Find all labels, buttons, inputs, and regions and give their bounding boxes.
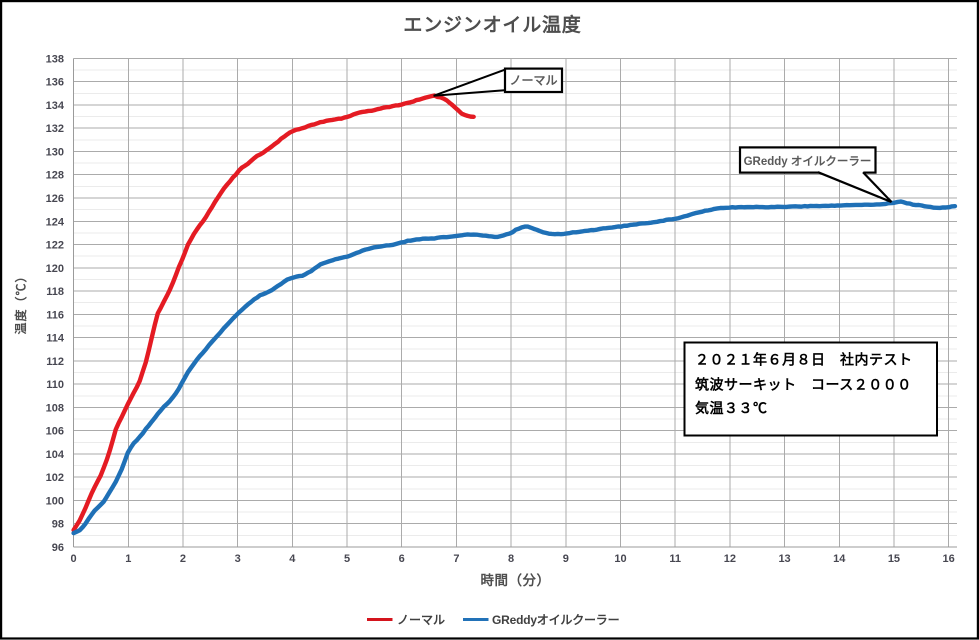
svg-text:温度（℃）: 温度（℃） bbox=[13, 269, 28, 334]
svg-text:時間（分）: 時間（分） bbox=[481, 572, 551, 588]
svg-text:0: 0 bbox=[71, 553, 77, 565]
svg-text:ノーマル: ノーマル bbox=[509, 74, 557, 88]
svg-text:104: 104 bbox=[46, 449, 65, 461]
svg-text:２０２１年６月８日 社内テスト: ２０２１年６月８日 社内テスト bbox=[695, 352, 913, 368]
svg-text:13: 13 bbox=[778, 553, 790, 565]
svg-text:8: 8 bbox=[508, 553, 514, 565]
svg-text:128: 128 bbox=[46, 170, 64, 182]
svg-text:130: 130 bbox=[46, 146, 64, 158]
svg-text:15: 15 bbox=[888, 553, 900, 565]
svg-text:7: 7 bbox=[453, 553, 459, 565]
svg-text:96: 96 bbox=[52, 542, 64, 554]
svg-text:1: 1 bbox=[125, 553, 131, 565]
svg-text:106: 106 bbox=[46, 426, 64, 438]
svg-text:118: 118 bbox=[46, 286, 64, 298]
svg-text:12: 12 bbox=[724, 553, 736, 565]
svg-text:136: 136 bbox=[46, 77, 64, 89]
svg-text:GReddy オイルクーラー: GReddy オイルクーラー bbox=[744, 155, 872, 168]
svg-text:GReddyオイルクーラー: GReddyオイルクーラー bbox=[492, 613, 619, 627]
svg-text:124: 124 bbox=[46, 216, 65, 228]
svg-text:16: 16 bbox=[943, 553, 955, 565]
svg-text:エンジンオイル温度: エンジンオイル温度 bbox=[403, 13, 581, 36]
svg-text:ノーマル: ノーマル bbox=[397, 613, 445, 627]
svg-text:108: 108 bbox=[46, 402, 64, 414]
svg-text:126: 126 bbox=[46, 193, 64, 205]
svg-text:120: 120 bbox=[46, 263, 64, 275]
svg-text:4: 4 bbox=[289, 553, 296, 565]
svg-text:138: 138 bbox=[46, 53, 64, 65]
svg-text:122: 122 bbox=[46, 240, 64, 252]
svg-text:14: 14 bbox=[833, 553, 846, 565]
svg-text:98: 98 bbox=[52, 519, 64, 531]
svg-text:気温３３℃: 気温３３℃ bbox=[695, 400, 768, 416]
svg-text:10: 10 bbox=[614, 553, 626, 565]
svg-text:110: 110 bbox=[46, 379, 64, 391]
svg-text:5: 5 bbox=[344, 553, 350, 565]
svg-text:112: 112 bbox=[46, 356, 64, 368]
svg-text:116: 116 bbox=[46, 309, 64, 321]
svg-text:100: 100 bbox=[46, 495, 64, 507]
svg-text:2: 2 bbox=[180, 553, 186, 565]
svg-text:9: 9 bbox=[563, 553, 569, 565]
svg-text:132: 132 bbox=[46, 123, 64, 135]
svg-text:102: 102 bbox=[46, 472, 64, 484]
svg-text:6: 6 bbox=[399, 553, 405, 565]
svg-text:134: 134 bbox=[46, 100, 65, 112]
svg-text:3: 3 bbox=[235, 553, 241, 565]
svg-text:11: 11 bbox=[669, 553, 681, 565]
svg-text:114: 114 bbox=[46, 333, 65, 345]
svg-text:筑波サーキット コース２０００: 筑波サーキット コース２０００ bbox=[695, 377, 912, 393]
